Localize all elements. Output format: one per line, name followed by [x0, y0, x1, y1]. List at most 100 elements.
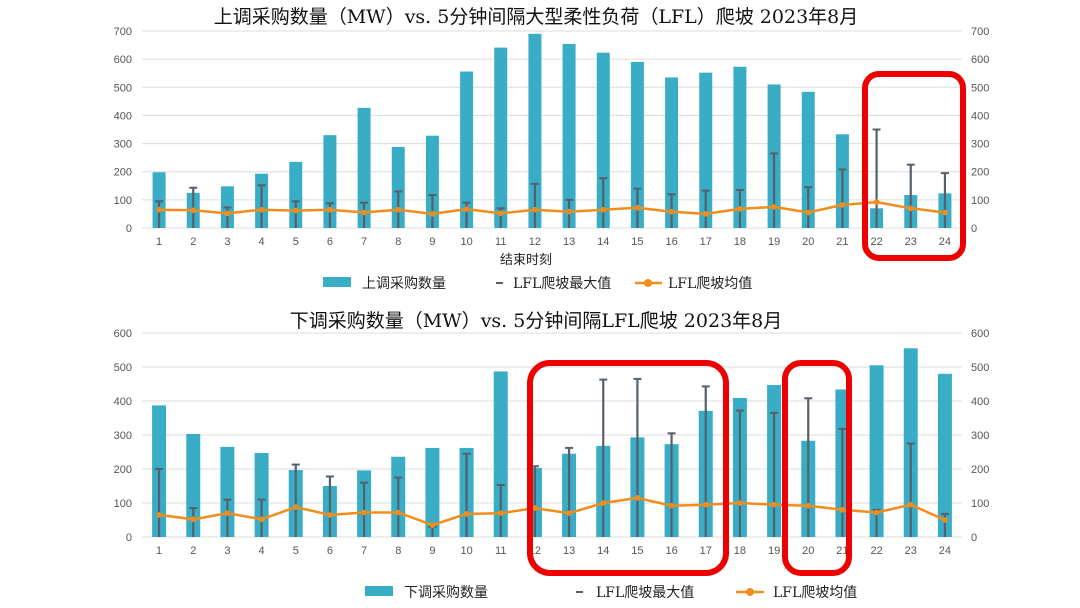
avg-point [463, 511, 470, 517]
bar [733, 66, 747, 229]
legend-label-errorbar: LFL爬坡最大值 [596, 585, 694, 601]
avg-point [942, 209, 948, 216]
x-tick-label: 9 [429, 545, 435, 557]
avg-point [497, 510, 504, 516]
bar [869, 365, 884, 537]
x-tick-label: 5 [293, 236, 299, 248]
x-tick-label: 2 [190, 236, 196, 248]
avg-point [805, 209, 812, 216]
y-tick-label-left: 400 [114, 110, 132, 122]
avg-point [224, 510, 231, 516]
avg-point [600, 206, 607, 213]
legend: 下调采购数量 LFL爬坡最大值 LFL爬坡均值 [365, 585, 857, 601]
x-tick-label: 6 [327, 236, 333, 248]
avg-line [158, 496, 946, 527]
x-tick-label: 16 [665, 236, 677, 248]
avg-point [327, 206, 333, 213]
x-tick-label: 8 [395, 545, 401, 557]
avg-point [805, 502, 812, 509]
legend-label-bar: 上调采购数量 [362, 276, 446, 292]
avg-point [600, 500, 607, 506]
bar [493, 371, 508, 537]
y-tick-label-left: 600 [114, 54, 132, 66]
x-tick-label: 7 [361, 545, 367, 557]
y-tick-label-left: 0 [126, 532, 132, 544]
bar [186, 433, 201, 537]
x-tick-label: 1 [156, 236, 162, 248]
x-tick-label: 1 [156, 545, 162, 557]
y-tick-label-left: 700 [114, 26, 132, 38]
avg-line [159, 200, 946, 216]
y-tick-label-right: 200 [971, 167, 989, 179]
avg-point [292, 504, 299, 510]
avg-point [395, 206, 402, 213]
avg-point [258, 206, 265, 213]
y-tick-label-left: 500 [114, 82, 132, 94]
x-tick-label: 20 [802, 236, 814, 248]
avg-point [702, 211, 709, 217]
x-tick-label: 6 [327, 545, 333, 557]
avg-point [497, 210, 504, 217]
chart-upward-procurement: 上调采购数量（MW）vs. 5分钟间隔大型柔性负荷（LFL）爬坡 2023年8月… [114, 6, 990, 292]
y-tick-label-right: 500 [971, 82, 989, 94]
x-tick-label: 3 [224, 236, 230, 248]
x-tick-label: 19 [768, 236, 780, 248]
avg-point [668, 502, 675, 509]
x-tick-label: 10 [460, 545, 472, 557]
x-tick-label: 9 [429, 236, 435, 248]
legend-swatch-bar [365, 586, 393, 596]
y-tick-label-right: 300 [971, 430, 989, 442]
y-tick-label-left: 100 [114, 195, 132, 207]
y-tick-label-right: 700 [971, 26, 989, 38]
avg-point [907, 501, 914, 508]
bar [323, 135, 337, 228]
y-tick-label-right: 300 [971, 139, 989, 151]
bar [425, 135, 439, 228]
y-tick-label-left: 200 [114, 464, 132, 476]
bar [494, 47, 508, 229]
avg-point [873, 509, 880, 516]
avg-point [942, 517, 948, 523]
avg-point [327, 512, 333, 518]
avg-point [737, 500, 743, 506]
x-tick-label: 20 [802, 545, 814, 557]
x-tick-label: 14 [597, 236, 609, 248]
legend-label-line: LFL爬坡均值 [773, 585, 857, 601]
x-tick-label: 21 [836, 236, 848, 248]
chart-title: 下调采购数量（MW）vs. 5分钟间隔LFL爬坡 2023年8月 [290, 310, 783, 332]
bar [152, 172, 166, 228]
y-tick-label-left: 0 [126, 223, 132, 235]
avg-point [532, 206, 538, 213]
avg-point [361, 209, 367, 216]
y-tick-label-left: 200 [114, 167, 132, 179]
bar [596, 52, 610, 228]
avg-point [566, 208, 572, 215]
y-tick-label-right: 400 [971, 396, 989, 408]
x-tick-label: 17 [700, 545, 712, 557]
y-tick-label-left: 600 [114, 328, 132, 340]
y-tick-label-left: 400 [114, 396, 132, 408]
x-tick-label: 15 [631, 236, 643, 248]
avg-point [156, 206, 162, 213]
bar [254, 453, 269, 537]
y-tick-label-left: 300 [114, 430, 132, 442]
x-tick-label: 5 [293, 545, 299, 557]
x-tick-label: 10 [460, 236, 472, 248]
x-tick-label: 7 [361, 236, 367, 248]
avg-point [156, 512, 162, 518]
avg-point [395, 509, 402, 516]
x-tick-label: 18 [734, 236, 746, 248]
y-tick-label-right: 0 [971, 532, 977, 544]
x-tick-label: 24 [939, 545, 951, 557]
avg-point [702, 501, 709, 508]
chart-downward-procurement: 下调采购数量（MW）vs. 5分钟间隔LFL爬坡 2023年8月 0 0 100 10… [114, 310, 990, 601]
avg-point [429, 522, 436, 528]
x-tick-label: 19 [768, 545, 780, 557]
x-tick-label: 11 [495, 545, 506, 557]
y-tick-label-right: 600 [971, 54, 989, 66]
y-tick-label-left: 100 [114, 498, 132, 510]
avg-point [258, 516, 265, 523]
y-tick-label-right: 600 [971, 328, 989, 340]
avg-point [873, 199, 880, 205]
legend-label-errorbar: LFL爬坡最大值 [513, 276, 611, 292]
